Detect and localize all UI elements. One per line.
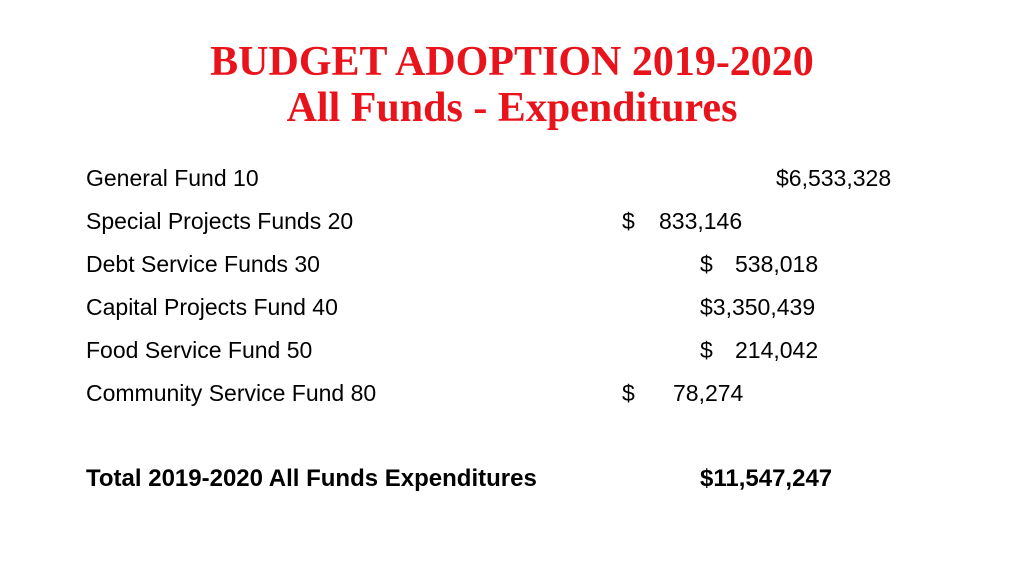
fund-label: Capital Projects Fund 40: [86, 294, 338, 320]
fund-row-capital-projects: Capital Projects Fund 40 $3,350,439: [0, 291, 1024, 323]
fund-amount: $3,350,439: [700, 294, 816, 320]
fund-row-community-service: Community Service Fund 80 $ 78,274: [0, 377, 1024, 409]
fund-amount: 78,274: [673, 380, 744, 406]
fund-label: Special Projects Funds 20: [86, 208, 354, 234]
page-subtitle: All Funds - Expenditures: [286, 85, 738, 131]
fund-row-general: General Fund 10 $6,533,328: [0, 162, 1024, 194]
currency-symbol: $: [700, 251, 713, 277]
fund-row-food-service: Food Service Fund 50 $ 214,042: [0, 334, 1024, 366]
fund-amount: 833,146: [659, 208, 743, 234]
fund-amount: $6,533,328: [776, 165, 892, 191]
fund-amount: 538,018: [735, 251, 819, 277]
page-title: BUDGET ADOPTION 2019-2020: [210, 39, 814, 85]
fund-row-special-projects: Special Projects Funds 20 $ 833,146: [0, 205, 1024, 237]
fund-label: Debt Service Funds 30: [86, 251, 320, 277]
total-amount: $11,547,247: [700, 465, 833, 492]
total-label: Total 2019-2020 All Funds Expenditures: [86, 465, 537, 492]
currency-symbol: $: [700, 337, 713, 363]
fund-amount: 214,042: [735, 337, 819, 363]
fund-row-debt-service: Debt Service Funds 30 $ 538,018: [0, 248, 1024, 280]
currency-symbol: $: [622, 380, 635, 406]
fund-label: Community Service Fund 80: [86, 380, 377, 406]
fund-label: Food Service Fund 50: [86, 337, 313, 363]
total-row: Total 2019-2020 All Funds Expenditures $…: [0, 462, 1024, 494]
currency-symbol: $: [622, 208, 635, 234]
fund-label: General Fund 10: [86, 165, 259, 191]
